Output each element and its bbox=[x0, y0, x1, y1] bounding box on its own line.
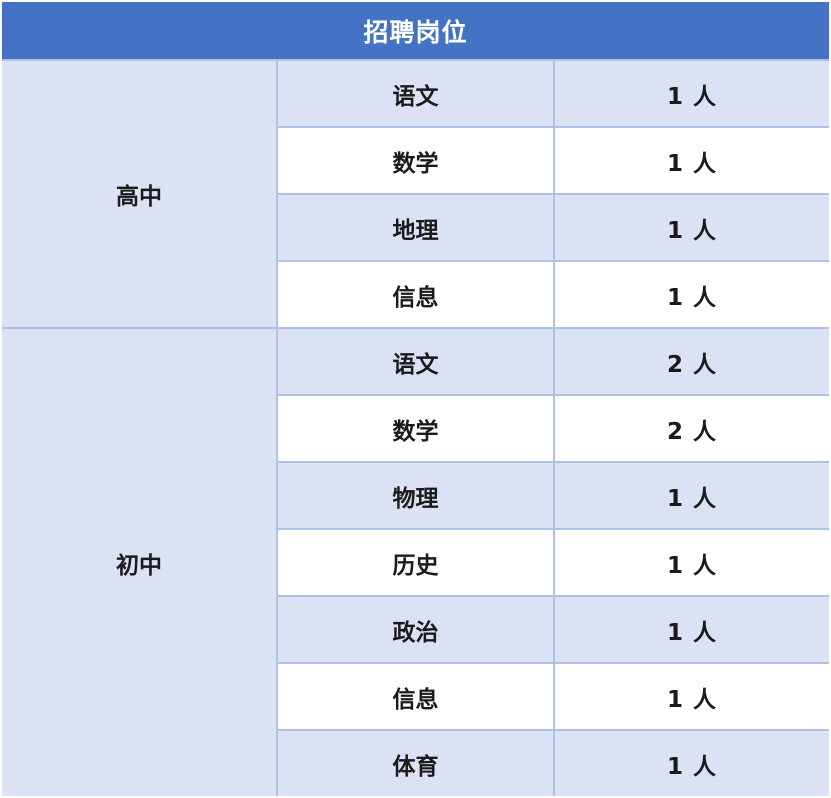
subject-cell: 信息 bbox=[276, 662, 555, 731]
subject-cell: 数学 bbox=[276, 394, 555, 463]
count-cell: 1 人 bbox=[552, 126, 831, 195]
table-row: 地理 1 人 bbox=[2, 193, 831, 262]
count-cell: 1 人 bbox=[552, 729, 831, 797]
table-row: 数学 1 人 bbox=[2, 126, 831, 195]
count-cell: 1 人 bbox=[552, 595, 831, 664]
table-header-row: 招聘岗位 bbox=[0, 1, 831, 61]
table-row: 信息 1 人 bbox=[2, 260, 831, 329]
subject-cell: 政治 bbox=[276, 595, 555, 664]
table-row: 初中 语文 2 人 bbox=[1, 327, 831, 797]
count-cell: 2 人 bbox=[552, 394, 831, 463]
subject-cell: 体育 bbox=[276, 729, 555, 797]
table-row: 高中 语文 1 人 bbox=[1, 59, 831, 329]
count-cell: 2 人 bbox=[552, 327, 831, 396]
subject-cell: 信息 bbox=[276, 260, 555, 329]
table-row: 物理 1 人 bbox=[2, 461, 831, 530]
table-title: 招聘岗位 bbox=[0, 1, 831, 61]
table-body: 高中 语文 1 人数学 1 人地理 1 人信息 1 人初中 语文 2 人数学 2 人物理 1 人历… bbox=[1, 59, 831, 797]
count-cell: 1 人 bbox=[552, 528, 831, 597]
table-row: 历史 1 人 bbox=[2, 528, 831, 597]
table-row: 政治 1 人 bbox=[2, 595, 831, 664]
group-cell: 高中 bbox=[1, 59, 278, 329]
count-cell: 1 人 bbox=[552, 461, 831, 530]
count-cell: 1 人 bbox=[552, 59, 831, 128]
subject-cell: 地理 bbox=[276, 193, 555, 262]
table-row: 信息 1 人 bbox=[2, 662, 831, 731]
count-cell: 1 人 bbox=[552, 193, 831, 262]
group-cell: 初中 bbox=[1, 327, 278, 797]
count-cell: 1 人 bbox=[552, 662, 831, 731]
subject-cell: 语文 bbox=[276, 59, 555, 128]
subject-cell: 数学 bbox=[276, 126, 555, 195]
count-cell: 1 人 bbox=[552, 260, 831, 329]
subject-cell: 物理 bbox=[276, 461, 555, 530]
subject-cell: 语文 bbox=[276, 327, 555, 396]
table-row: 数学 2 人 bbox=[2, 394, 831, 463]
subject-cell: 历史 bbox=[276, 528, 555, 597]
